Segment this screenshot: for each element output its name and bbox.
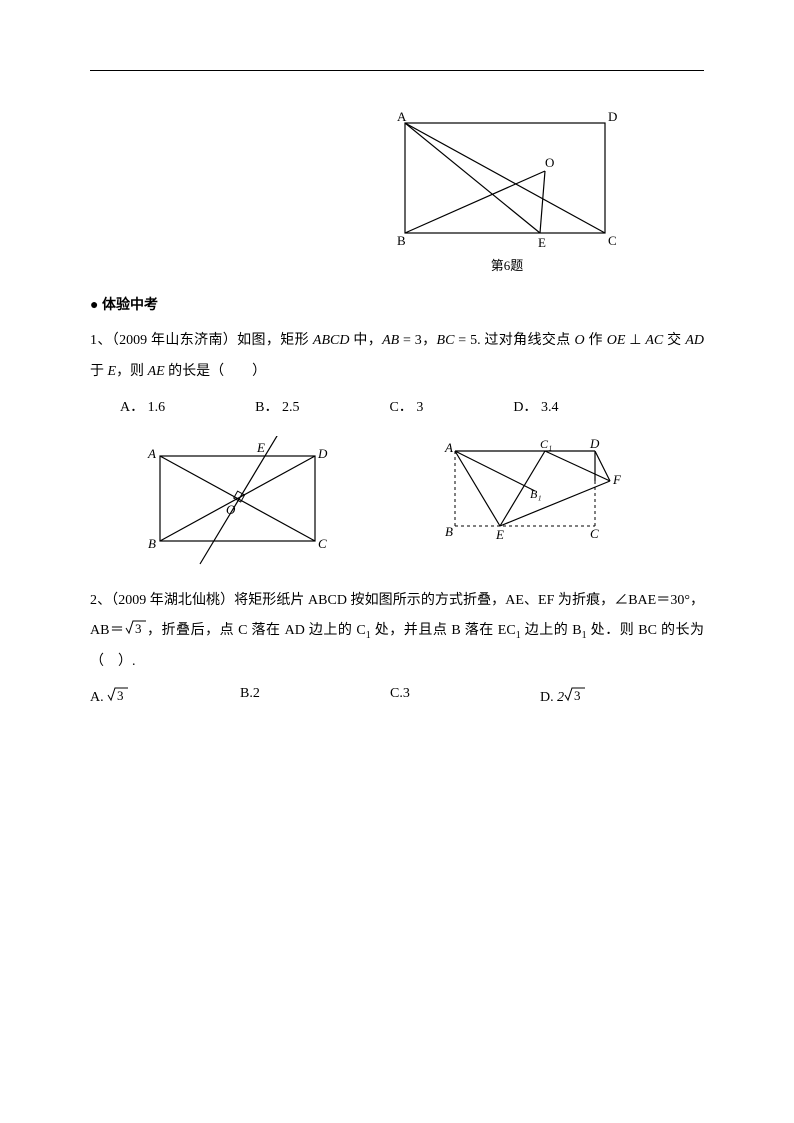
p2-t2: ，折叠后，点 C 落在 AD 边上的 C — [147, 623, 366, 638]
p1-t6: = 5. 过对角线交点 — [454, 333, 574, 348]
p1-t1: ABCD — [313, 333, 350, 348]
p1-t13: AD — [685, 333, 704, 348]
p1-option-a: A． 1.6 — [120, 396, 165, 416]
p1-t9: OE — [607, 333, 626, 348]
p1-option-d: D． 3.4 — [513, 396, 558, 416]
fp2-A: A — [444, 440, 453, 455]
fp2-C: C — [590, 526, 599, 541]
p1-t3: AB — [382, 333, 399, 348]
fp2-F: F — [612, 472, 622, 487]
fp1-A: A — [147, 446, 156, 461]
figure-problem1: A B C D O E — [140, 436, 340, 566]
fp2-B: B — [445, 524, 453, 539]
fp2-D: D — [589, 436, 600, 451]
label-D: D — [608, 111, 617, 124]
fp2-B1: B₁ — [530, 487, 542, 501]
figure-6-caption: 第6题 — [491, 255, 524, 274]
p1-t5: BC — [437, 333, 455, 348]
fp2-C1: C₁ — [540, 437, 552, 451]
fp1-E: E — [256, 440, 265, 455]
p1-t16: ，则 — [116, 364, 148, 379]
p2-sqrt: 3 — [125, 623, 147, 638]
sqrt-icon: 3 — [564, 686, 586, 704]
fp1-O: O — [226, 502, 236, 517]
fp1-D: D — [317, 446, 328, 461]
section-header: ● 体验中考 — [90, 294, 704, 314]
label-A: A — [397, 111, 407, 124]
svg-text:3: 3 — [574, 688, 581, 703]
p1-t11: AC — [645, 333, 663, 348]
problem-2-options: A. 3 B.2 C.3 D. 23 — [90, 686, 704, 706]
p2-t6: 边上的 B — [521, 623, 582, 638]
p2-option-d: D. 23 — [540, 686, 690, 706]
p1-t15: E — [108, 364, 117, 379]
problem-1-options: A． 1.6 B． 2.5 C． 3 D． 3.4 — [120, 396, 704, 416]
top-rule — [90, 70, 704, 71]
two-coef: 2 — [557, 690, 564, 705]
figures-row: A B C D O E A B C D E F B₁ C₁ — [140, 436, 704, 566]
figure-6-svg: A B C D O E — [395, 111, 620, 251]
p1-t8: 作 — [585, 333, 607, 348]
fp1-B: B — [148, 536, 156, 551]
sqrt-icon: 3 — [107, 686, 129, 704]
label-O: O — [545, 155, 554, 170]
p1-t10: ⊥ — [625, 333, 645, 348]
label-C: C — [608, 233, 617, 248]
problem-1: 1、（2009 年山东济南）如图，矩形 ABCD 中，AB = 3，BC = 5… — [90, 326, 704, 388]
p1-t18: 的长是（ ） — [165, 364, 267, 379]
p1-t17: AE — [148, 364, 165, 379]
label-E: E — [538, 235, 546, 250]
p1-t0: 1、（2009 年山东济南）如图，矩形 — [90, 333, 313, 348]
fp2-E: E — [495, 527, 504, 542]
svg-text:3: 3 — [135, 621, 142, 636]
p2-t4: 处，并且点 B 落在 EC — [371, 623, 516, 638]
fp1-C: C — [318, 536, 327, 551]
p1-t7: O — [575, 333, 585, 348]
figure-problem2: A B C D E F B₁ C₁ — [440, 436, 640, 546]
svg-text:3: 3 — [117, 688, 124, 703]
p2-option-c: C.3 — [390, 686, 540, 706]
p1-t2: 中， — [349, 333, 382, 348]
problem-2: 2、（2009 年湖北仙桃）将矩形纸片 ABCD 按如图所示的方式折叠，AE、E… — [90, 586, 704, 678]
p1-t14: 于 — [90, 364, 108, 379]
label-B: B — [397, 233, 406, 248]
p2-option-b: B.2 — [240, 686, 390, 706]
p1-option-b: B． 2.5 — [255, 396, 299, 416]
p1-option-c: C． 3 — [389, 396, 423, 416]
p2-option-a: A. 3 — [90, 686, 240, 706]
p1-t4: = 3， — [399, 333, 436, 348]
p1-t12: 交 — [663, 333, 685, 348]
figure-6-container: A B C D O E 第6题 — [310, 111, 704, 274]
